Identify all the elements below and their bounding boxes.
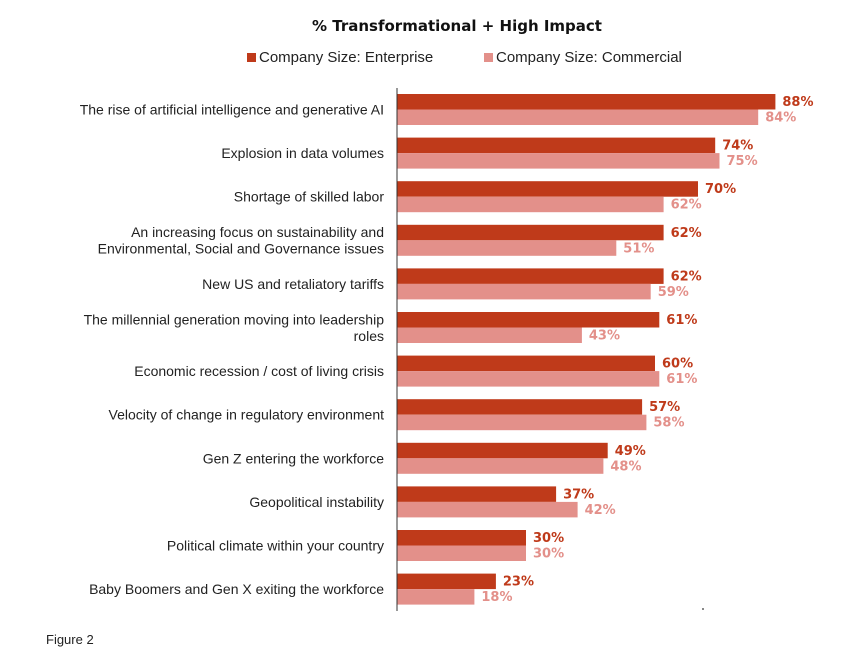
- category-label: The millennial generation moving into le…: [84, 311, 385, 344]
- data-label: 88%: [782, 95, 813, 110]
- bar: [397, 196, 664, 213]
- data-label: 61%: [666, 372, 697, 387]
- data-label: 75%: [727, 154, 758, 169]
- category-label: An increasing focus on sustainability an…: [98, 224, 384, 256]
- category-label-line: Gen Z entering the workforce: [203, 450, 385, 466]
- category-label-line: Geopolitical instability: [249, 494, 384, 510]
- figure-caption: Figure 2: [46, 632, 94, 647]
- bar: [397, 589, 475, 605]
- data-label: 62%: [671, 269, 702, 284]
- category-label-line: Explosion in data volumes: [221, 145, 384, 161]
- bar: [397, 545, 526, 561]
- legend-label: Company Size: Commercial: [496, 49, 682, 66]
- legend: Company Size: Enterprise Company Size: Co…: [247, 49, 682, 66]
- chart-title: % Transformational + High Impact: [312, 17, 602, 35]
- bar: [397, 573, 496, 590]
- bar: [397, 530, 526, 546]
- data-label: 18%: [481, 590, 512, 605]
- category-label: Economic recession / cost of living cris…: [134, 363, 384, 379]
- bars-group: 88%84%74%75%70%62%62%51%62%59%61%43%60%6…: [397, 94, 814, 605]
- data-label: 30%: [533, 531, 564, 546]
- bar: [397, 399, 643, 415]
- bar: [397, 486, 557, 502]
- category-label: Baby Boomers and Gen X exiting the workf…: [89, 581, 384, 597]
- bar: [397, 414, 647, 431]
- data-label: 48%: [610, 459, 641, 474]
- bar: [397, 224, 664, 241]
- bar: [397, 355, 655, 372]
- data-label: 23%: [503, 575, 534, 590]
- category-label: New US and retaliatory tariffs: [202, 276, 384, 292]
- bar: [397, 94, 776, 110]
- category-label-line: Velocity of change in regulatory environ…: [109, 407, 385, 423]
- bar: [397, 371, 660, 387]
- category-label: Gen Z entering the workforce: [203, 450, 385, 466]
- category-label-line: An increasing focus on sustainability an…: [131, 224, 384, 240]
- category-label-line: Political climate within your country: [167, 538, 384, 554]
- data-label: 58%: [653, 416, 684, 431]
- bar: [397, 283, 651, 300]
- data-label: 74%: [722, 139, 753, 154]
- bar: [397, 153, 720, 169]
- data-label: 61%: [666, 313, 697, 328]
- category-label: The rise of artificial intelligence and …: [80, 102, 384, 118]
- data-label: 59%: [658, 285, 689, 300]
- category-label: Shortage of skilled labor: [234, 189, 385, 205]
- data-label: 62%: [671, 226, 702, 241]
- bar: [397, 181, 698, 197]
- axis-tick-mark: [702, 608, 704, 610]
- bar: [397, 268, 664, 284]
- category-label: Velocity of change in regulatory environ…: [109, 407, 385, 423]
- category-label-line: roles: [354, 328, 384, 344]
- category-label-line: Shortage of skilled labor: [234, 189, 385, 205]
- category-label-line: Environmental, Social and Governance iss…: [98, 241, 384, 257]
- data-label: 49%: [615, 444, 646, 459]
- data-label: 84%: [765, 111, 796, 126]
- data-label: 30%: [533, 547, 564, 562]
- data-label: 62%: [671, 198, 702, 213]
- data-label: 51%: [623, 241, 654, 256]
- bar: [397, 327, 582, 343]
- category-label: Explosion in data volumes: [221, 145, 384, 161]
- bar: [397, 442, 608, 459]
- category-label-line: Economic recession / cost of living cris…: [134, 363, 384, 379]
- category-label-line: The millennial generation moving into le…: [84, 311, 385, 327]
- legend-swatch: [484, 53, 493, 62]
- data-label: 42%: [585, 503, 616, 518]
- data-label: 70%: [705, 182, 736, 197]
- bar-chart: % Transformational + High Impact Company…: [80, 17, 814, 611]
- data-label: 57%: [649, 400, 680, 415]
- category-label-line: The rise of artificial intelligence and …: [80, 102, 384, 118]
- category-label: Geopolitical instability: [249, 494, 384, 510]
- bar: [397, 458, 604, 474]
- legend-label: Company Size: Enterprise: [259, 49, 433, 66]
- bar: [397, 501, 578, 518]
- bar: [397, 109, 759, 125]
- category-labels: The rise of artificial intelligence and …: [80, 102, 385, 598]
- legend-swatch: [247, 53, 256, 62]
- category-label-line: New US and retaliatory tariffs: [202, 276, 384, 292]
- bar: [397, 137, 716, 154]
- category-label: Political climate within your country: [167, 538, 384, 554]
- bar: [397, 240, 617, 256]
- category-label-line: Baby Boomers and Gen X exiting the workf…: [89, 581, 384, 597]
- data-label: 60%: [662, 357, 693, 372]
- data-label: 43%: [589, 329, 620, 344]
- data-label: 37%: [563, 487, 594, 502]
- bar: [397, 312, 660, 328]
